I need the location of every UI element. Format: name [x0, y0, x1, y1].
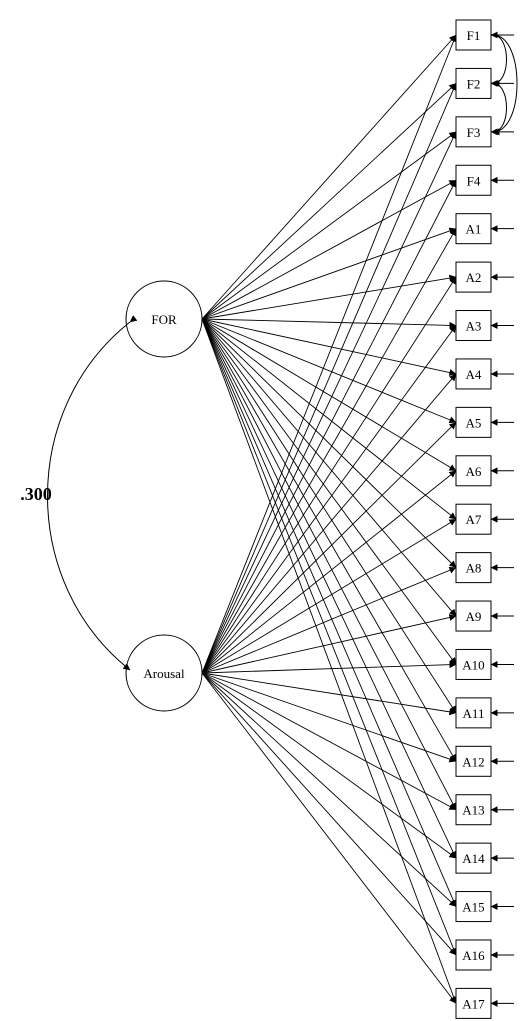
indicator-label-a12: A12: [462, 754, 484, 769]
indicator-box-a10: [455, 648, 492, 680]
loading-path-arousal-a8: [201, 566, 457, 674]
loading-path-arousal-a7: [201, 518, 457, 674]
loading-path-for-a1: [201, 227, 457, 320]
indicator-label-a14: A14: [462, 851, 485, 866]
loading-path-arousal-a11: [201, 672, 457, 716]
indicator-box-f1: [455, 19, 492, 51]
indicator-box-a17: [455, 987, 492, 1019]
indicator-box-a15: [455, 891, 492, 923]
loading-path-for-f4: [201, 179, 457, 320]
loading-path-arousal-a6: [201, 470, 457, 674]
latent-factors: FOR Arousal: [125, 280, 203, 712]
loading-path-for-f3: [201, 131, 457, 320]
indicator-box-a5: [455, 406, 492, 438]
loading-path-arousal-f3: [201, 131, 457, 674]
loading-path-for-a17: [201, 318, 457, 1004]
loading-paths: [201, 34, 457, 1004]
latent-label-arousal: Arousal: [143, 666, 185, 681]
loading-path-for-a2: [201, 274, 457, 320]
loading-path-arousal-f1: [201, 34, 457, 674]
indicator-label-f2: F2: [467, 76, 481, 91]
error-covariance-f1-f3: [486, 31, 518, 136]
loading-path-for-a5: [201, 318, 457, 424]
indicator-label-a17: A17: [462, 996, 485, 1011]
loading-path-arousal-a13: [201, 672, 457, 811]
indicator-label-a11: A11: [463, 706, 485, 721]
indicator-label-a7: A7: [466, 512, 482, 527]
indicator-label-a1: A1: [466, 222, 482, 237]
error-terms: [490, 31, 514, 1007]
loading-path-for-a3: [201, 318, 457, 329]
factor-correlation-arc: [47, 315, 138, 671]
indicator-box-a3: [455, 310, 492, 342]
indicator-box-a2: [455, 261, 492, 293]
indicator-box-a13: [455, 794, 492, 826]
indicator-box-a8: [455, 552, 492, 584]
loading-path-for-a4: [201, 318, 457, 376]
indicator-label-f3: F3: [467, 125, 481, 140]
indicator-box-f2: [455, 67, 492, 99]
loading-path-arousal-a9: [201, 614, 457, 674]
indicator-label-a16: A16: [462, 948, 485, 963]
factor-correlation: .300: [20, 315, 138, 671]
indicator-label-f4: F4: [467, 173, 481, 188]
loading-path-for-a13: [201, 318, 457, 811]
indicator-label-a2: A2: [466, 270, 482, 285]
loading-path-arousal-a10: [201, 661, 457, 674]
indicator-box-a9: [455, 600, 492, 632]
loading-path-for-a16: [201, 318, 457, 956]
loading-path-for-f2: [201, 83, 457, 320]
loading-path-for-f1: [201, 34, 457, 320]
indicator-box-a1: [455, 213, 492, 245]
loading-path-for-a15: [201, 318, 457, 907]
factor-correlation-label: .300: [20, 484, 52, 504]
indicator-label-a3: A3: [466, 319, 482, 334]
indicator-box-f3: [455, 116, 492, 148]
latent-circle-arousal: [125, 634, 203, 712]
loading-path-for-a10: [201, 318, 457, 665]
loading-path-arousal-f4: [201, 179, 457, 674]
indicator-box-a4: [455, 358, 492, 390]
indicator-box-a6: [455, 455, 492, 487]
error-covariance-f2-f3: [486, 79, 507, 136]
indicator-label-a6: A6: [466, 464, 482, 479]
loading-path-arousal-a3: [201, 325, 457, 674]
loading-path-arousal-a1: [201, 228, 457, 674]
loading-path-arousal-a4: [201, 373, 457, 674]
loading-path-for-a11: [201, 318, 457, 714]
indicator-box-a7: [455, 503, 492, 535]
indicator-box-a11: [455, 697, 492, 729]
loading-path-arousal-a17: [201, 672, 457, 1004]
loading-path-arousal-a5: [201, 422, 457, 674]
indicators: F1 F2 F3 F4 A1 A2 A3 A4 A5 A6 A7 A8 A9 A10 A11 A12 A13 A1…: [455, 19, 492, 1019]
indicator-box-f4: [455, 164, 492, 196]
loading-path-arousal-a12: [201, 672, 457, 763]
loading-path-arousal-a15: [201, 672, 457, 907]
loading-path-for-a14: [201, 318, 457, 859]
loading-path-for-a12: [201, 318, 457, 762]
loading-path-for-a7: [201, 318, 457, 520]
indicator-label-a5: A5: [466, 415, 482, 430]
loading-path-arousal-f2: [201, 83, 457, 674]
indicator-label-a15: A15: [462, 900, 484, 915]
indicator-label-a4: A4: [466, 367, 482, 382]
loading-path-arousal-a14: [201, 672, 457, 859]
indicator-label-a8: A8: [466, 561, 482, 576]
error-covariances: [486, 31, 518, 136]
loading-path-for-a6: [201, 318, 457, 472]
indicator-label-f1: F1: [467, 28, 481, 43]
indicator-box-a16: [455, 939, 492, 971]
loading-path-arousal-a16: [201, 672, 457, 956]
latent-label-for: FOR: [151, 312, 177, 327]
error-covariance-f1-f2: [486, 31, 507, 87]
loading-path-for-a8: [201, 318, 457, 568]
indicator-label-a10: A10: [462, 657, 484, 672]
loading-path-for-a9: [201, 318, 457, 617]
indicator-box-a12: [455, 745, 492, 777]
indicator-label-a13: A13: [462, 803, 484, 818]
loading-path-arousal-a2: [201, 276, 457, 674]
indicator-box-a14: [455, 842, 492, 874]
indicator-label-a9: A9: [466, 609, 482, 624]
